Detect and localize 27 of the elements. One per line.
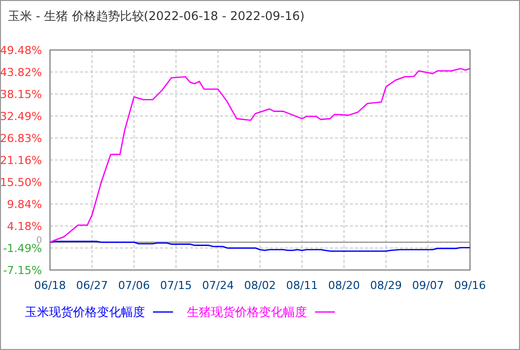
y-tick-label: -7.15% (3, 264, 42, 277)
y-tick-label: 4.18% (7, 220, 42, 233)
y-tick-label: -1.49% (3, 242, 42, 256)
line-series (49, 68, 471, 243)
y-tick-label: 21.16% (0, 154, 42, 168)
x-tick-label: 08/11 (286, 279, 318, 292)
x-tick-label: 06/18 (34, 279, 66, 292)
x-tick-label: 09/16 (454, 279, 486, 292)
legend-label: 玉米现货价格变化幅度 (25, 305, 145, 319)
y-tick-label: 32.49% (0, 110, 42, 124)
y-tick-label: 43.82% (0, 66, 42, 79)
x-tick-label: 08/02 (244, 279, 276, 292)
legend-label: 生猪现货价格变化幅度 (187, 305, 307, 319)
y-tick-label: 15.50% (0, 176, 42, 190)
x-tick-label: 07/15 (160, 279, 192, 292)
x-tick-label: 06/27 (76, 279, 108, 292)
x-tick-label: 09/07 (412, 279, 444, 292)
x-tick-label: 07/06 (118, 279, 150, 292)
y-tick-label: 49.48% (0, 44, 42, 57)
x-tick-label: 08/20 (328, 279, 360, 292)
x-tick-label: 08/29 (370, 279, 402, 292)
line-series (49, 240, 471, 252)
y-tick-label: 26.83% (0, 132, 42, 145)
y-tick-label: 9.84% (7, 198, 42, 211)
y-tick-label: 38.15% (0, 88, 42, 102)
x-tick-label: 07/24 (202, 279, 234, 292)
chart-title: 玉米 - 生猪 价格趋势比较(2022-06-18 - 2022-09-16) (8, 9, 305, 23)
